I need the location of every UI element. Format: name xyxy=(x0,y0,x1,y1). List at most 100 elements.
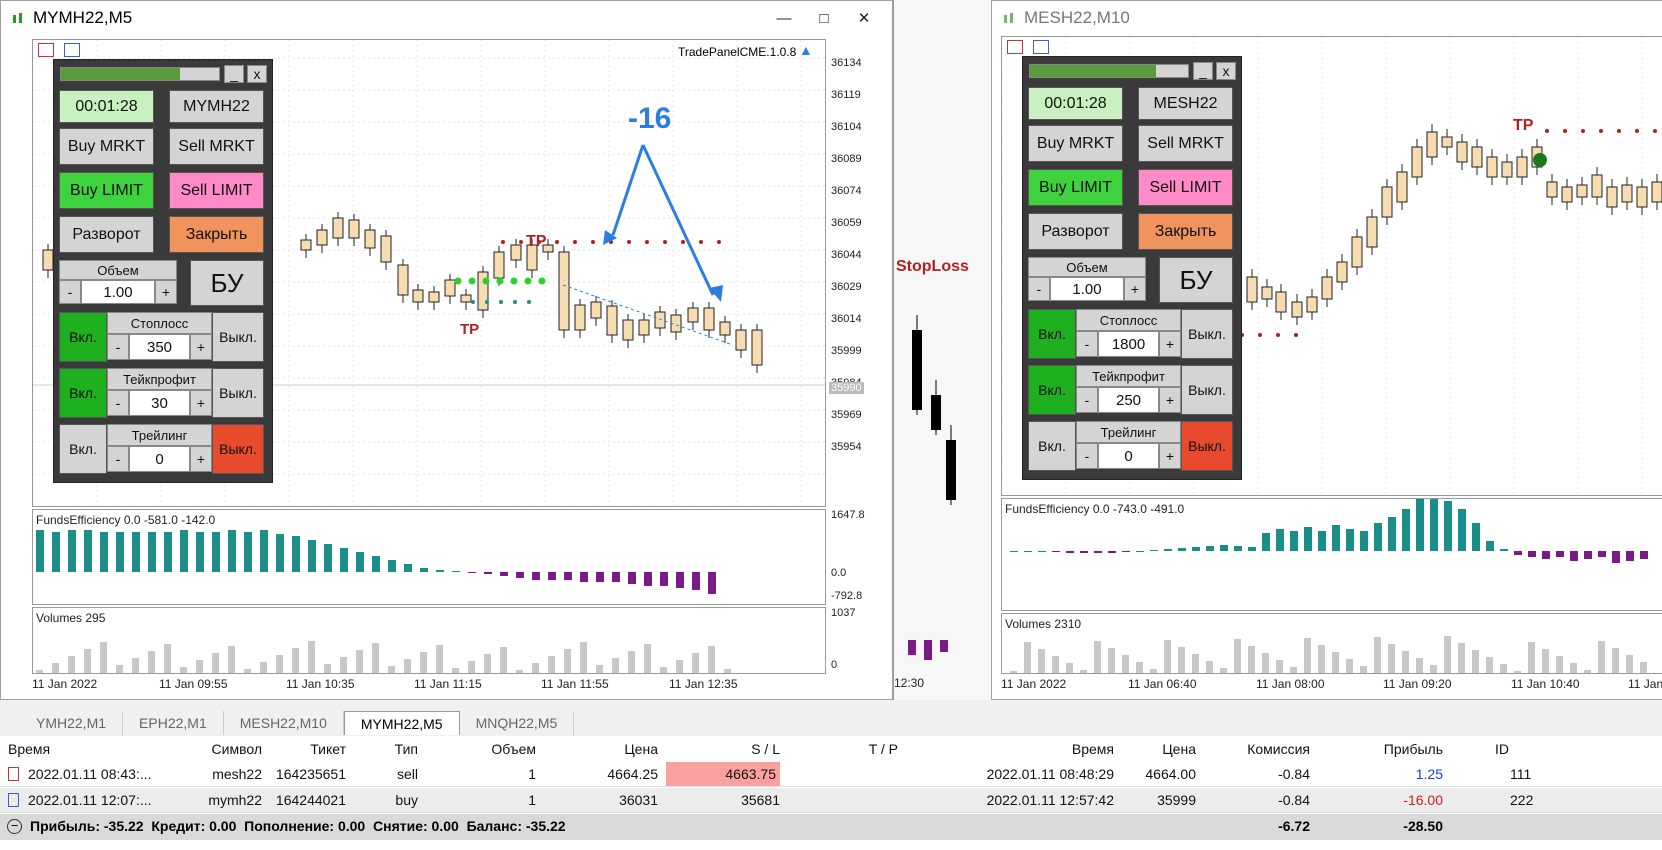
takeprofit-minus-button[interactable]: - xyxy=(1076,387,1098,413)
trailing-off-button[interactable]: Выкл. xyxy=(1181,421,1233,471)
column-header[interactable]: Тикет xyxy=(310,741,346,757)
funds-scale-bottom: -792.8 xyxy=(831,590,863,602)
trailing-minus-button[interactable]: - xyxy=(1076,443,1098,469)
chart-tab[interactable]: EPH22,M1 xyxy=(123,711,224,735)
trailing-on-button[interactable]: Вкл. xyxy=(59,424,107,474)
stoploss-minus-button[interactable]: - xyxy=(107,334,129,360)
takeprofit-field[interactable]: 30 xyxy=(129,390,190,416)
candle xyxy=(1486,156,1498,178)
buy-market-button[interactable]: Buy MRKT xyxy=(59,128,154,165)
trailing-on-button[interactable]: Вкл. xyxy=(1028,421,1076,471)
volume-bar xyxy=(1640,662,1647,673)
takeprofit-minus-button[interactable]: - xyxy=(107,390,129,416)
panel-close-button[interactable]: x xyxy=(247,65,267,83)
column-header[interactable]: Символ xyxy=(211,741,262,757)
panel-minimize-button[interactable]: _ xyxy=(1193,62,1213,80)
stoploss-field[interactable]: 1800 xyxy=(1098,331,1159,357)
time-label: 11 Jan 06:40 xyxy=(1128,677,1197,691)
column-header[interactable]: T / P xyxy=(868,741,898,757)
column-header[interactable]: Цена xyxy=(1162,741,1196,757)
funds-bar xyxy=(924,640,932,660)
takeprofit-on-button[interactable]: Вкл. xyxy=(59,368,107,418)
stoploss-minus-button[interactable]: - xyxy=(1076,331,1098,357)
volume-bar xyxy=(388,666,395,673)
column-header[interactable]: Прибыль xyxy=(1383,741,1443,757)
trailing-minus-button[interactable]: - xyxy=(107,446,129,472)
takeprofit-off-button[interactable]: Выкл. xyxy=(212,368,264,418)
stoploss-plus-button[interactable]: + xyxy=(1159,331,1181,357)
trailing-field[interactable]: 0 xyxy=(1098,443,1159,469)
volume-bar xyxy=(52,663,59,673)
takeprofit-plus-button[interactable]: + xyxy=(1159,387,1181,413)
trailing-plus-button[interactable]: + xyxy=(1159,443,1181,469)
close-icon[interactable]: ✕ xyxy=(857,10,871,27)
volume-field[interactable]: 1.00 xyxy=(81,280,155,304)
column-header[interactable]: Объем xyxy=(491,741,536,757)
sell-market-button[interactable]: Sell MRKT xyxy=(169,128,264,165)
sell-limit-button[interactable]: Sell LIMIT xyxy=(1138,169,1233,206)
candle xyxy=(380,235,392,263)
column-header[interactable]: Цена xyxy=(624,741,658,757)
column-header[interactable]: Комиссия xyxy=(1247,741,1310,757)
takeprofit-plus-button[interactable]: + xyxy=(190,390,212,416)
panel-progress-bar xyxy=(60,67,220,81)
candle xyxy=(460,294,472,303)
buy-limit-button[interactable]: Buy LIMIT xyxy=(1028,169,1123,206)
trailing-off-button[interactable]: Выкл. xyxy=(212,424,264,474)
stoploss-plus-button[interactable]: + xyxy=(190,334,212,360)
volume-bar xyxy=(1276,660,1283,673)
volume-minus-button[interactable]: - xyxy=(1028,277,1050,301)
column-header[interactable]: Тип xyxy=(394,741,418,757)
window-titlebar[interactable]: MESH22,M10 xyxy=(992,1,1662,34)
chart-settings-icon[interactable] xyxy=(64,43,80,57)
volume-plus-button[interactable]: + xyxy=(155,280,177,304)
volume-plus-button[interactable]: + xyxy=(1124,277,1146,301)
funds-bar xyxy=(676,572,684,588)
sell-market-button[interactable]: Sell MRKT xyxy=(1138,125,1233,162)
chart-tab[interactable]: YMH22,M1 xyxy=(20,711,124,735)
takeprofit-field[interactable]: 250 xyxy=(1098,387,1159,413)
stoploss-field[interactable]: 350 xyxy=(129,334,190,360)
chart-tab[interactable]: MYMH22,M5 xyxy=(343,711,460,735)
reverse-button[interactable]: Разворот xyxy=(59,216,154,253)
volume-field[interactable]: 1.00 xyxy=(1050,277,1124,301)
column-header[interactable]: Время xyxy=(1071,741,1114,757)
table-row[interactable] xyxy=(0,762,1662,787)
reverse-button[interactable]: Разворот xyxy=(1028,213,1123,250)
trailing-field[interactable]: 0 xyxy=(129,446,190,472)
table-row[interactable] xyxy=(0,788,1662,813)
breakeven-button[interactable]: БУ xyxy=(1159,257,1233,303)
chart-tab[interactable]: MESH22,M10 xyxy=(224,711,344,735)
trailing-plus-button[interactable]: + xyxy=(190,446,212,472)
chart-toolbar-icon[interactable] xyxy=(1007,40,1023,54)
candle xyxy=(751,329,763,366)
stoploss-on-button[interactable]: Вкл. xyxy=(59,312,107,362)
stoploss-off-button[interactable]: Выкл. xyxy=(212,312,264,362)
column-header[interactable]: S / L xyxy=(751,741,780,757)
column-header[interactable]: Время xyxy=(8,741,51,757)
maximize-icon[interactable]: □ xyxy=(819,9,829,27)
time-label: 11 Jan 09:55 xyxy=(159,677,228,691)
minimize-icon[interactable]: — xyxy=(776,9,792,27)
stoploss-on-button[interactable]: Вкл. xyxy=(1028,309,1076,359)
funds-bar xyxy=(1570,551,1578,561)
panel-minimize-button[interactable]: _ xyxy=(224,65,244,83)
chart-settings-icon[interactable] xyxy=(1033,40,1049,54)
stoploss-off-button[interactable]: Выкл. xyxy=(1181,309,1233,359)
volume-minus-button[interactable]: - xyxy=(59,280,81,304)
breakeven-button[interactable]: БУ xyxy=(190,260,264,306)
panel-close-button[interactable]: x xyxy=(1216,62,1236,80)
buy-market-button[interactable]: Buy MRKT xyxy=(1028,125,1123,162)
takeprofit-on-button[interactable]: Вкл. xyxy=(1028,365,1076,415)
sell-limit-button[interactable]: Sell LIMIT xyxy=(169,172,264,209)
close-position-button[interactable]: Закрыть xyxy=(1138,213,1233,250)
chart-toolbar-icon[interactable] xyxy=(38,43,54,57)
column-header[interactable]: ID эксперта xyxy=(1495,741,1552,779)
collapse-icon[interactable]: − xyxy=(7,819,22,834)
buy-limit-button[interactable]: Buy LIMIT xyxy=(59,172,154,209)
window-titlebar[interactable]: MYMH22,M5 xyxy=(1,1,892,34)
funds-bar xyxy=(148,532,156,572)
takeprofit-off-button[interactable]: Выкл. xyxy=(1181,365,1233,415)
close-position-button[interactable]: Закрыть xyxy=(169,216,264,253)
chart-tab[interactable]: MNQH22,M5 xyxy=(460,711,575,735)
